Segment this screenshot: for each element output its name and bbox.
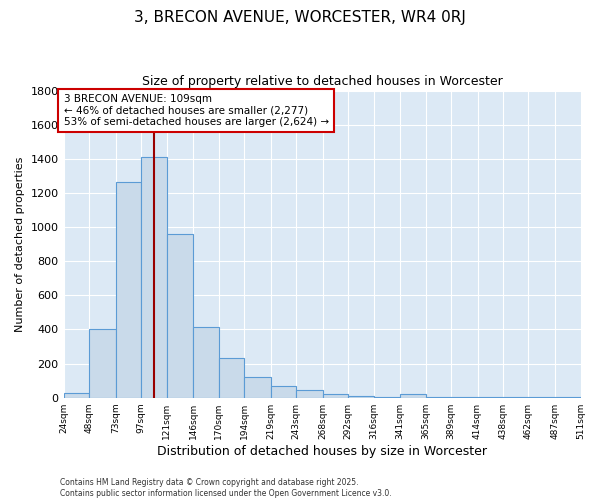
Text: 3 BRECON AVENUE: 109sqm
← 46% of detached houses are smaller (2,277)
53% of semi: 3 BRECON AVENUE: 109sqm ← 46% of detache… [64, 94, 329, 127]
Text: 3, BRECON AVENUE, WORCESTER, WR4 0RJ: 3, BRECON AVENUE, WORCESTER, WR4 0RJ [134, 10, 466, 25]
Text: Contains HM Land Registry data © Crown copyright and database right 2025.
Contai: Contains HM Land Registry data © Crown c… [60, 478, 392, 498]
Bar [425, 397, 451, 398]
Bar [400, 394, 425, 398]
Bar [478, 397, 503, 398]
Bar [374, 397, 400, 398]
Bar [323, 394, 348, 398]
Bar [348, 396, 374, 398]
Bar [141, 157, 167, 398]
Bar [116, 182, 141, 398]
Bar [296, 390, 323, 398]
Title: Size of property relative to detached houses in Worcester: Size of property relative to detached ho… [142, 75, 502, 88]
Bar [503, 397, 529, 398]
Bar [529, 397, 555, 398]
Bar [193, 327, 218, 398]
Bar [89, 330, 116, 398]
Bar [64, 394, 89, 398]
X-axis label: Distribution of detached houses by size in Worcester: Distribution of detached houses by size … [157, 444, 487, 458]
Bar [451, 397, 478, 398]
Bar [555, 397, 581, 398]
Y-axis label: Number of detached properties: Number of detached properties [15, 156, 25, 332]
Bar [244, 377, 271, 398]
Bar [218, 358, 244, 398]
Bar [167, 234, 193, 398]
Bar [271, 386, 296, 398]
